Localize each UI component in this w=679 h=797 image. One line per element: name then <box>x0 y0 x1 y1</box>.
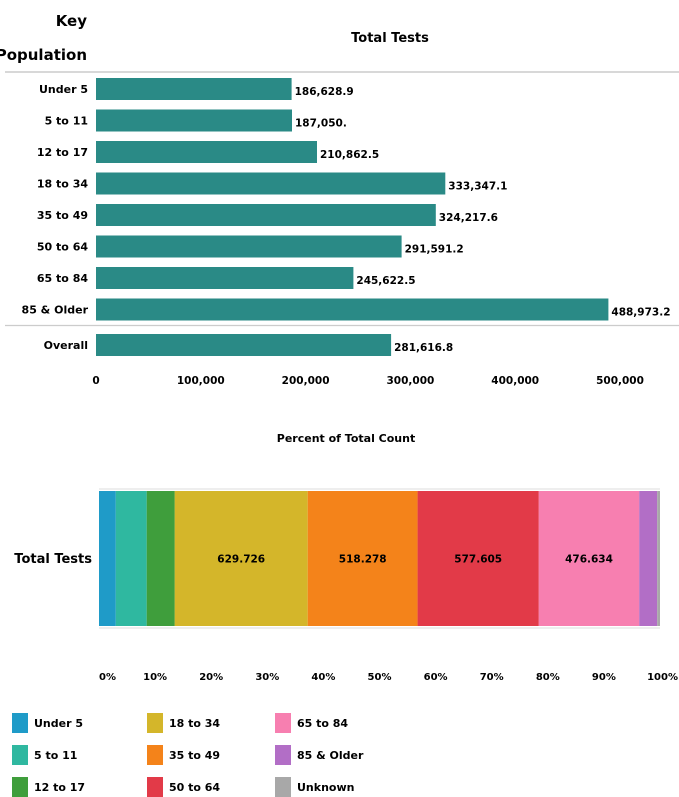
segment-65-to-84 <box>538 491 640 626</box>
category-label-under-5: Under 5 <box>39 83 88 96</box>
bar-value-label-under-5: 186,628.9 <box>295 86 354 98</box>
percent-tick-label: 70% <box>480 672 504 683</box>
bar-18-to-34 <box>96 172 446 195</box>
bar-value-label-85-and-older: 488,973.2 <box>611 307 670 319</box>
bar-under-5 <box>96 78 292 100</box>
segment-label-50-to-64: 577.605 <box>454 554 502 566</box>
bar-value-label-18-to-34: 333,347.1 <box>448 181 507 193</box>
bar-value-label-12-to-17: 210,862.5 <box>320 149 379 161</box>
category-label-85-and-older: 85 & Older <box>22 304 89 317</box>
percent-tick-label: 10% <box>143 672 167 683</box>
legend-label-under-5: Under 5 <box>34 717 83 730</box>
bar-value-label-overall: 281,616.8 <box>394 342 453 354</box>
x-tick-label: 500,000 <box>596 375 644 387</box>
x-tick-label: 100,000 <box>177 375 225 387</box>
x-tick-label: 0 <box>92 375 99 387</box>
total-tests-bars: Under 5 186,628.9 5 to 11 187,050. 12 to 17 2… <box>5 78 679 356</box>
chart-title-total-tests: Total Tests <box>351 31 429 46</box>
legend-swatch-under-5 <box>12 713 28 733</box>
percent-tick-label: 0% <box>99 672 116 683</box>
category-label-12-to-17: 12 to 17 <box>37 146 88 159</box>
segment-35-to-49 <box>307 491 418 626</box>
category-label-50-to-64: 50 to 64 <box>37 241 88 254</box>
bar-12-to-17 <box>96 141 317 163</box>
legend-swatch-85-and-older <box>275 745 291 765</box>
x-tick-label: 400,000 <box>491 375 539 387</box>
segment-label-65-to-84: 476.634 <box>565 554 613 566</box>
bar-value-label-65-to-84: 245,622.5 <box>356 275 415 287</box>
bar-value-label-50-to-64: 291,591.2 <box>405 244 464 256</box>
percent-tick-label: 100% <box>647 672 678 683</box>
legend-label-unknown: Unknown <box>297 781 354 794</box>
percent-stacked-bar: 629.726 518.278 577.605 476.634 <box>99 488 660 629</box>
percent-x-axis: 0% 10% 20% 30% 40% 50% 60% 70% 80% 90% 100% <box>99 672 678 683</box>
category-label-65-to-84: 65 to 84 <box>37 272 88 285</box>
percent-tick-label: 80% <box>536 672 560 683</box>
bar-65-to-84 <box>96 267 354 289</box>
category-label-18-to-34: 18 to 34 <box>37 178 88 191</box>
segment-5-to-11 <box>115 491 147 626</box>
legend-swatch-12-to-17 <box>12 777 28 797</box>
legend: Under 5 5 to 11 12 to 17 18 to 34 35 to 49 50… <box>12 713 364 797</box>
bar-35-to-49 <box>96 204 436 226</box>
category-label-5-to-11: 5 to 11 <box>45 115 88 128</box>
legend-swatch-35-to-49 <box>147 745 163 765</box>
segment-label-18-to-34: 629.726 <box>217 554 265 566</box>
legend-label-5-to-11: 5 to 11 <box>34 749 77 762</box>
percent-tick-label: 30% <box>255 672 279 683</box>
segment-50-to-64 <box>417 491 539 626</box>
legend-swatch-5-to-11 <box>12 745 28 765</box>
bar-5-to-11 <box>96 109 292 132</box>
percent-tick-label: 40% <box>311 672 335 683</box>
segment-12-to-17 <box>146 491 175 626</box>
chart-title-percent-total: Percent of Total Count <box>277 432 415 445</box>
bar-overall <box>96 334 392 356</box>
legend-label-65-to-84: 65 to 84 <box>297 717 348 730</box>
stacked-row-label: Total Tests <box>14 552 92 567</box>
x-tick-label: 300,000 <box>386 375 434 387</box>
legend-swatch-65-to-84 <box>275 713 291 733</box>
percent-tick-label: 60% <box>424 672 448 683</box>
legend-swatch-18-to-34 <box>147 713 163 733</box>
percent-tick-label: 20% <box>199 672 223 683</box>
percent-tick-label: 50% <box>368 672 392 683</box>
row-header-line-1: Key <box>56 12 88 30</box>
category-label-35-to-49: 35 to 49 <box>37 209 88 222</box>
row-header-line-2: Population <box>0 46 87 64</box>
legend-swatch-unknown <box>275 777 291 797</box>
legend-label-35-to-49: 35 to 49 <box>169 749 220 762</box>
category-label-overall: Overall <box>44 339 88 352</box>
segment-unknown <box>657 491 660 626</box>
total-tests-x-axis: 0 100,000 200,000 300,000 400,000 500,000 <box>92 375 644 387</box>
legend-label-85-and-older: 85 & Older <box>297 749 364 762</box>
legend-label-12-to-17: 12 to 17 <box>34 781 85 794</box>
segment-85-and-older <box>639 491 658 626</box>
bar-value-label-35-to-49: 324,217.6 <box>439 212 498 224</box>
segment-18-to-34 <box>174 491 308 626</box>
x-tick-label: 200,000 <box>282 375 330 387</box>
legend-label-50-to-64: 50 to 64 <box>169 781 220 794</box>
segment-label-35-to-49: 518.278 <box>339 554 387 566</box>
legend-label-18-to-34: 18 to 34 <box>169 717 220 730</box>
bar-50-to-64 <box>96 235 402 258</box>
percent-tick-label: 90% <box>592 672 616 683</box>
segment-under-5 <box>99 491 116 626</box>
bar-value-label-5-to-11: 187,050. <box>295 118 347 130</box>
legend-swatch-50-to-64 <box>147 777 163 797</box>
bar-85-and-older <box>96 298 609 321</box>
